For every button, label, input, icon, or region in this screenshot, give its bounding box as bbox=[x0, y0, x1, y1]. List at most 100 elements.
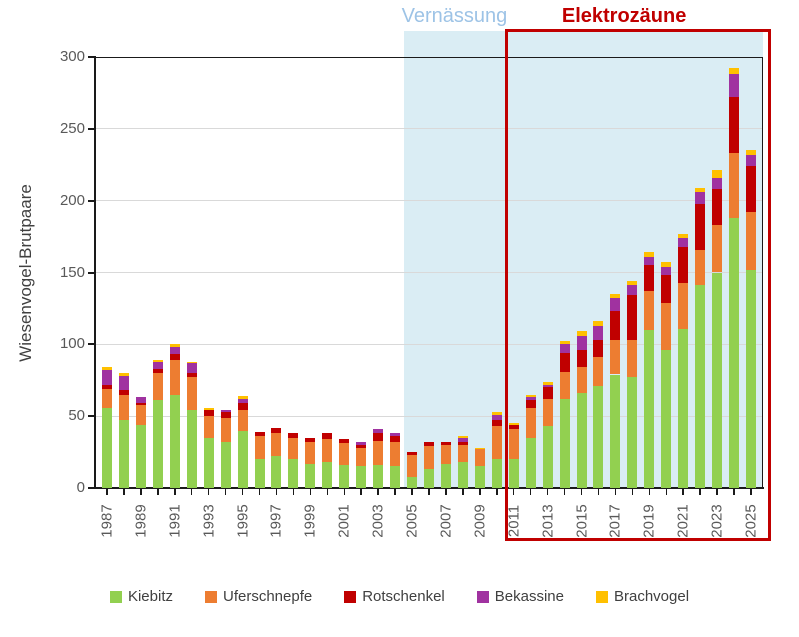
bar-segment-bekassine-2025 bbox=[746, 154, 756, 167]
x-tick bbox=[716, 489, 718, 495]
x-tick-label-1991: 1991 bbox=[166, 504, 184, 538]
bar-segment-brachvogel-2024 bbox=[729, 68, 740, 75]
x-tick bbox=[512, 489, 515, 495]
bar-segment-uferschnepfe-2006 bbox=[424, 446, 434, 470]
bar-segment-bekassine-2012 bbox=[525, 397, 536, 401]
x-tick-label-2009: 2009 bbox=[471, 504, 489, 538]
bar-segment-brachvogel-2013 bbox=[542, 381, 553, 385]
bar-segment-brachvogel-2020 bbox=[661, 262, 672, 267]
bar-segment-rotschenkel-1996 bbox=[254, 431, 265, 437]
bar-segment-uferschnepfe-1997 bbox=[271, 433, 282, 457]
x-tick bbox=[292, 489, 295, 495]
bar-segment-uferschnepfe-1995 bbox=[237, 410, 248, 431]
bar-segment-bekassine-1987 bbox=[102, 370, 112, 385]
grid-line bbox=[95, 415, 763, 417]
bar-segment-bekassine-2016 bbox=[593, 325, 604, 341]
bar-segment-kiebitz-1989 bbox=[135, 424, 146, 488]
y-tick-label-100: 100 bbox=[59, 335, 85, 353]
x-tick-label-2007: 2007 bbox=[437, 504, 455, 538]
legend-item-brachvogel: Brachvogel bbox=[595, 588, 689, 605]
bar-segment-kiebitz-1998 bbox=[288, 459, 299, 488]
legend-label: Uferschnepfe bbox=[223, 588, 313, 605]
bar-segment-rotschenkel-2004 bbox=[390, 436, 401, 442]
bar-segment-rotschenkel-2011 bbox=[508, 424, 519, 430]
bar-segment-kiebitz-2014 bbox=[559, 398, 570, 488]
x-tick bbox=[241, 489, 244, 495]
bar-segment-kiebitz-2002 bbox=[356, 466, 367, 488]
x-tick bbox=[224, 489, 227, 495]
bar-segment-kiebitz-2015 bbox=[576, 393, 587, 488]
bar-segment-bekassine-2022 bbox=[695, 192, 706, 204]
legend-swatch-uferschnepfe bbox=[205, 590, 217, 603]
x-tick bbox=[190, 489, 193, 495]
x-tick bbox=[275, 489, 278, 495]
bar-segment-rotschenkel-2013 bbox=[542, 387, 553, 399]
bar-segment-brachvogel-2022 bbox=[695, 187, 706, 193]
bar-segment-uferschnepfe-1987 bbox=[102, 388, 112, 408]
bar-segment-kiebitz-2020 bbox=[661, 350, 672, 488]
bar-segment-rotschenkel-1991 bbox=[169, 354, 180, 361]
bar-segment-uferschnepfe-1990 bbox=[152, 373, 163, 401]
bar-segment-rotschenkel-2024 bbox=[729, 97, 740, 154]
x-tick bbox=[360, 489, 362, 495]
bar-segment-brachvogel-2018 bbox=[627, 281, 638, 286]
bar-segment-brachvogel-2017 bbox=[610, 294, 621, 299]
bar-segment-uferschnepfe-2017 bbox=[610, 340, 621, 375]
bar-segment-rotschenkel-2025 bbox=[746, 166, 756, 213]
bar-segment-brachvogel-1993 bbox=[203, 407, 214, 411]
legend-label: Kiebitz bbox=[127, 588, 173, 605]
bar-segment-brachvogel-2023 bbox=[712, 170, 723, 178]
bar-segment-kiebitz-2000 bbox=[322, 462, 333, 488]
y-tick-label-150: 150 bbox=[59, 263, 85, 281]
bar-segment-uferschnepfe-2024 bbox=[729, 153, 740, 218]
bar-segment-bekassine-1989 bbox=[135, 397, 146, 404]
bar-segment-rotschenkel-2010 bbox=[491, 420, 502, 427]
bar-segment-bekassine-2014 bbox=[559, 344, 570, 353]
bar-segment-bekassine-2013 bbox=[542, 384, 553, 388]
x-tick bbox=[580, 489, 583, 495]
legend-item-bekassine: Bekassine bbox=[476, 588, 564, 605]
y-tick-label-50: 50 bbox=[68, 407, 85, 425]
bar-segment-brachvogel-2010 bbox=[491, 411, 502, 415]
bar-segment-uferschnepfe-2018 bbox=[627, 340, 638, 378]
x-tick bbox=[682, 489, 684, 495]
bar-segment-bekassine-2002 bbox=[356, 442, 367, 445]
bar-segment-bekassine-2008 bbox=[457, 437, 468, 442]
legend-label: Rotschenkel bbox=[362, 588, 445, 605]
bar-segment-rotschenkel-2023 bbox=[712, 189, 723, 226]
grid-line bbox=[95, 272, 763, 273]
bar-segment-rotschenkel-2022 bbox=[695, 203, 706, 250]
legend-item-rotschenkel: Rotschenkel bbox=[344, 588, 445, 605]
x-tick bbox=[614, 489, 617, 495]
bar-segment-bekassine-2021 bbox=[678, 238, 689, 247]
bar-segment-rotschenkel-2019 bbox=[644, 265, 655, 292]
y-tick-label-300: 300 bbox=[59, 48, 85, 65]
bar-segment-bekassine-2015 bbox=[576, 335, 587, 351]
bar-segment-kiebitz-2022 bbox=[695, 285, 706, 488]
y-tick bbox=[88, 199, 95, 202]
legend-swatch-bekassine bbox=[476, 590, 489, 603]
bar-segment-brachvogel-2014 bbox=[559, 341, 570, 345]
x-tick bbox=[157, 489, 159, 495]
x-tick bbox=[445, 489, 447, 495]
bar-segment-uferschnepfe-2009 bbox=[474, 449, 485, 467]
bar-segment-uferschnepfe-1996 bbox=[254, 436, 265, 460]
x-tick bbox=[343, 489, 345, 495]
bar-segment-rotschenkel-2005 bbox=[407, 452, 418, 455]
x-tick-label-1995: 1995 bbox=[234, 504, 252, 538]
bar-segment-rotschenkel-2017 bbox=[610, 311, 621, 340]
bar-segment-bekassine-2018 bbox=[627, 285, 638, 296]
bar-segment-uferschnepfe-2000 bbox=[322, 439, 333, 463]
bar-segment-kiebitz-2007 bbox=[440, 463, 451, 488]
x-tick bbox=[699, 489, 701, 495]
bar-segment-rotschenkel-1993 bbox=[203, 410, 214, 417]
bar-segment-bekassine-1992 bbox=[186, 363, 197, 374]
bar-segment-uferschnepfe-2020 bbox=[661, 302, 672, 351]
annotation-vernaessung: Vernässung bbox=[401, 5, 508, 27]
bar-segment-rotschenkel-2001 bbox=[339, 439, 350, 444]
x-tick-label-1989: 1989 bbox=[132, 504, 150, 538]
x-tick bbox=[648, 489, 651, 495]
bar-segment-brachvogel-1987 bbox=[102, 367, 112, 371]
bar-segment-uferschnepfe-2005 bbox=[407, 454, 418, 477]
bar-segment-bekassine-2010 bbox=[491, 414, 502, 421]
